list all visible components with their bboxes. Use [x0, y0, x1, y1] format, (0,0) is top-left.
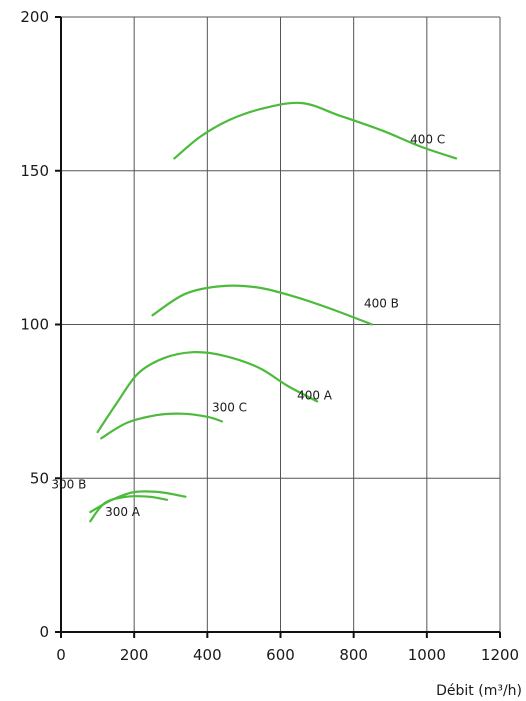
series-label-400-c: 400 C — [410, 132, 445, 146]
series-label-300-a: 300 A — [105, 505, 141, 519]
x-tick-label: 1200 — [481, 646, 519, 664]
x-tick-label: 1000 — [408, 646, 446, 664]
x-tick-label: 0 — [56, 646, 66, 664]
x-tick-label: 600 — [266, 646, 295, 664]
y-tick-label: 0 — [39, 623, 49, 641]
series-line-300-b — [89, 490, 187, 514]
y-tick-label: 200 — [20, 8, 49, 26]
series-line-400-a — [96, 350, 319, 434]
x-tick-label: 400 — [193, 646, 222, 664]
y-tick-label: 150 — [20, 162, 49, 180]
series-line-400-b — [151, 284, 374, 326]
series-label-300-c: 300 C — [212, 400, 247, 414]
labels: 300 A 300 B 300 C 400 A 400 B 400 C — [51, 132, 445, 518]
series-layer — [89, 101, 458, 523]
y-tick-label: 100 — [20, 316, 49, 334]
series-label-400-b: 400 B — [364, 297, 399, 311]
series-label-400-a: 400 A — [297, 388, 333, 402]
grid — [61, 16, 501, 632]
axes: 0 200 400 600 800 1000 1200 0 50 100 150 200 — [20, 8, 519, 664]
series-line-400-c — [173, 101, 458, 160]
series-label-300-b: 300 B — [51, 478, 86, 492]
series-line-300-a — [89, 495, 169, 523]
x-tick-label: 200 — [120, 646, 149, 664]
y-tick-label: 50 — [30, 469, 49, 487]
x-tick-label: 800 — [339, 646, 368, 664]
x-axis-title: Débit (m³/h) — [436, 683, 522, 699]
series-line-300-c — [100, 412, 224, 440]
